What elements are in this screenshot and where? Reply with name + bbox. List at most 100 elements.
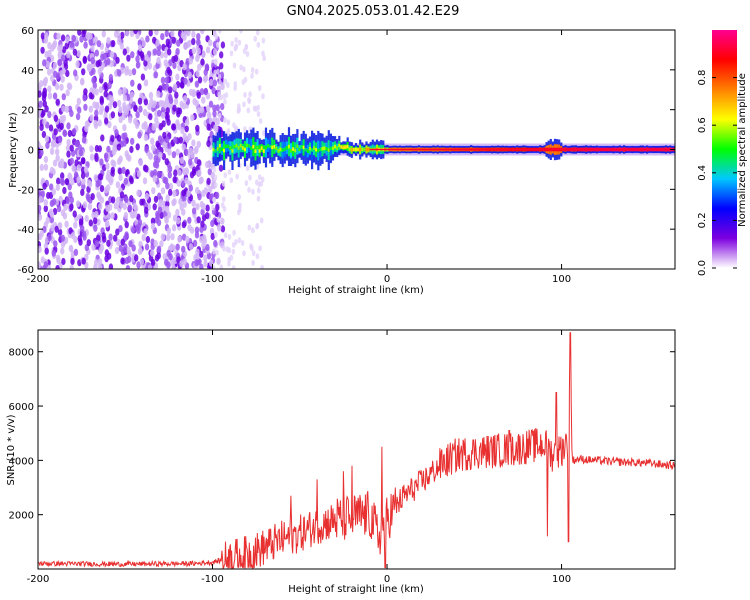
x-tick-label: -200	[27, 574, 50, 585]
spectrogram-cell	[140, 53, 145, 62]
spectrogram-cell	[188, 184, 193, 192]
spectrogram-cell	[336, 146, 339, 150]
spectrogram-cell	[216, 68, 220, 75]
spectrogram-cell	[88, 219, 94, 227]
spectrogram-cell	[38, 80, 44, 88]
spectrogram-cell	[84, 214, 89, 223]
spectrogram-cell	[81, 157, 86, 165]
spectrogram-cell	[40, 46, 45, 54]
spectrogram-cell	[156, 245, 162, 253]
spectrogram-cell	[219, 94, 223, 101]
spectrogram-cell	[126, 54, 131, 62]
spectrogram-cell	[127, 69, 133, 77]
spectrogram-cell	[118, 173, 123, 182]
spectrogram-cell	[115, 181, 121, 189]
spectrogram-cell	[147, 62, 153, 70]
spectrogram-cell	[118, 106, 123, 114]
spectrogram-cell	[108, 233, 113, 241]
spectrogram-cell	[72, 48, 78, 56]
spectrogram-cell	[243, 91, 247, 98]
spectrogram-cell	[147, 264, 153, 269]
spectrogram-cell	[65, 69, 70, 78]
spectrogram-cell	[213, 58, 218, 65]
spectrogram-cell	[57, 59, 63, 67]
spectrogram-cell	[290, 149, 293, 153]
spectrogram-cell	[255, 222, 260, 229]
spectrogram-cell	[142, 108, 148, 117]
colorbar-tick-label: 0.4	[697, 165, 708, 181]
spectrogram-cell	[227, 233, 232, 240]
spectrogram-cell	[133, 210, 138, 218]
spectrogram-cell	[348, 147, 351, 151]
spectrogram-cell	[167, 148, 172, 156]
spectrogram-cell	[221, 180, 226, 187]
spectrogram-cell	[130, 79, 135, 87]
spectrogram-cell	[257, 181, 262, 188]
spectrogram-cell	[43, 76, 49, 84]
spectrogram-cell	[75, 113, 81, 121]
spectrogram-y-label: Frequency (Hz)	[8, 112, 19, 188]
spectrogram-cell	[176, 110, 181, 118]
spectrogram-cell	[233, 144, 236, 149]
spectrogram-cells	[38, 30, 675, 269]
spectrogram-cell	[219, 62, 224, 70]
spectrogram-cell	[242, 101, 246, 108]
spectrogram-cell	[315, 147, 318, 152]
spectrogram-cell	[178, 136, 183, 144]
spectrogram-cell	[187, 39, 192, 47]
spectrogram-cell	[251, 188, 255, 195]
spectrogram-cell	[42, 100, 47, 108]
spectrogram-cell	[125, 153, 131, 161]
spectrogram-cell	[181, 221, 187, 229]
spectrogram-cell	[119, 201, 124, 209]
y-tick-label: -20	[18, 185, 34, 196]
spectrogram-cell	[93, 119, 98, 128]
spectrogram-cell	[245, 51, 250, 57]
spectrogram-cell	[182, 258, 187, 266]
spectrogram-cell	[183, 77, 188, 85]
spectrogram-cell	[220, 103, 225, 111]
spectrogram-cell	[203, 260, 208, 268]
spectrogram-cell	[97, 258, 103, 266]
spectrogram-cell	[60, 247, 65, 255]
spectrogram-cell	[304, 147, 307, 152]
spectrogram-cell	[208, 186, 213, 194]
spectrogram-cell	[225, 144, 228, 148]
spectrogram-cell	[179, 100, 184, 108]
spectrogram-cell	[262, 55, 267, 62]
spectrogram-cell	[121, 113, 126, 121]
spectrogram-cell	[123, 132, 128, 140]
spectrogram-cell	[173, 54, 179, 63]
spectrogram-cell	[39, 230, 44, 238]
spectrogram-cell	[235, 143, 238, 148]
spectrogram-cell	[279, 147, 282, 152]
spectrogram-cell	[196, 38, 201, 46]
spectrogram-cell	[176, 256, 181, 264]
spectrogram-cell	[253, 35, 257, 42]
spectrogram-cell	[148, 30, 153, 37]
spectrogram-cell	[183, 30, 189, 36]
spectrogram-cell	[94, 240, 100, 248]
spectrogram-cell	[158, 151, 163, 159]
spectrogram-cell	[167, 142, 172, 150]
spectrogram-cell	[319, 147, 322, 152]
spectrogram-cell	[234, 239, 238, 245]
spectrogram-cell	[169, 243, 174, 251]
spectrogram-cell	[176, 123, 182, 131]
spectrogram-cell	[191, 30, 196, 38]
spectrogram-cell	[212, 48, 218, 56]
spectrogram-cell	[93, 36, 99, 44]
spectrogram-cell	[119, 42, 125, 50]
spectrogram-cell	[133, 117, 138, 125]
spectrogram-cell	[96, 40, 102, 48]
spectrogram-cell	[242, 48, 247, 55]
spectrogram-cell	[256, 41, 261, 48]
spectrogram-cell	[47, 92, 53, 100]
spectrogram-cell	[257, 187, 261, 194]
spectrogram-cell	[205, 105, 211, 113]
spectrogram-cell	[91, 67, 96, 75]
spectrogram-cell	[227, 144, 230, 149]
spectrogram-cell	[110, 196, 116, 204]
spectrogram-cell	[200, 58, 205, 66]
